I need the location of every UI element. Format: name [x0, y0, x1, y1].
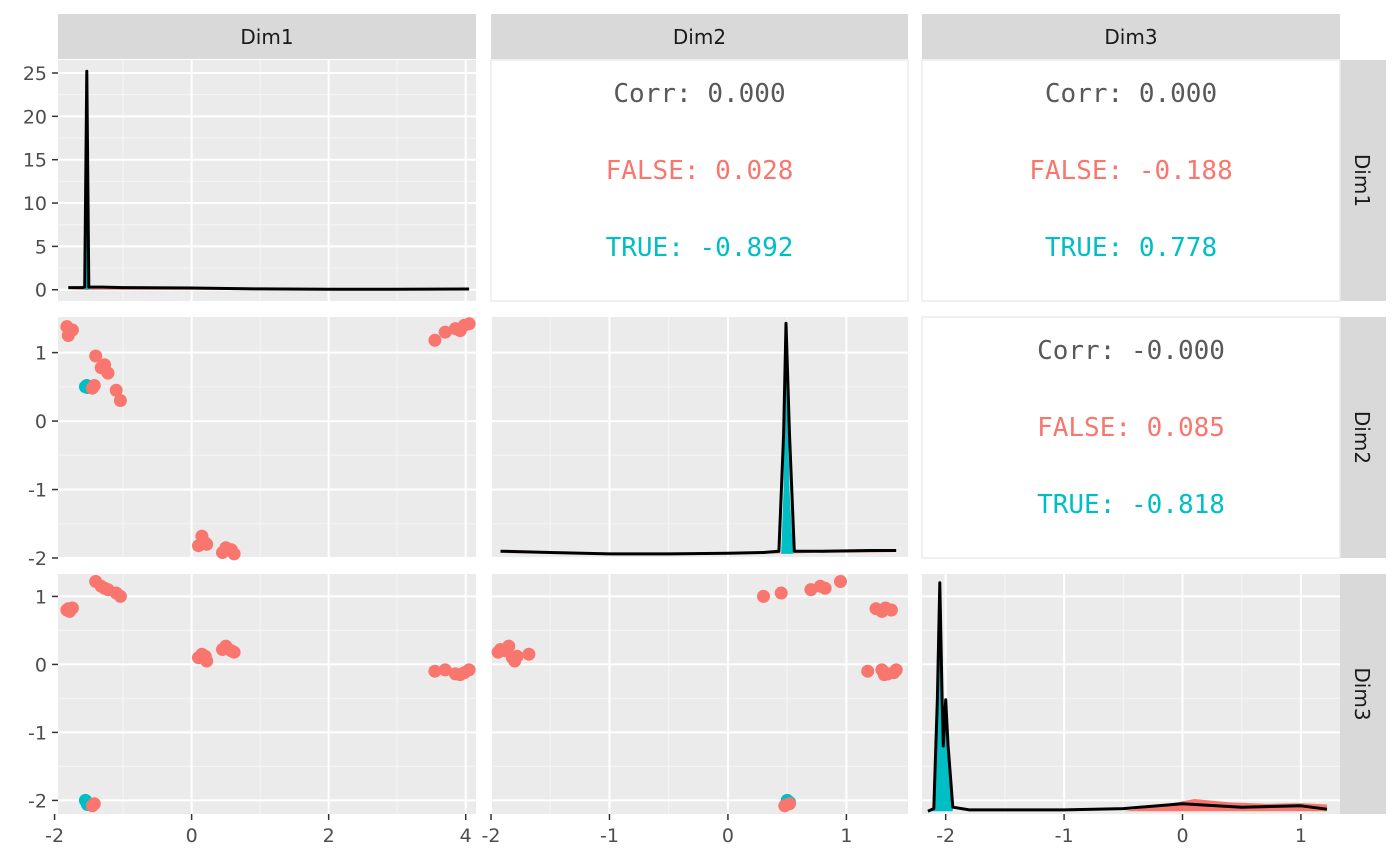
x-tick-label: -2	[482, 825, 501, 847]
scatter-point-false	[818, 581, 832, 595]
panel-Dim1-Dim1	[58, 60, 476, 301]
corr-text-true: TRUE: -0.818	[1037, 490, 1225, 520]
scatter-point-false	[89, 349, 103, 363]
y-tick-label: 25	[23, 63, 47, 85]
scatter-point-false	[227, 645, 241, 659]
y-tick-label: -2	[28, 790, 47, 812]
corr-text-true: TRUE: -0.892	[606, 233, 794, 263]
corr-text-true: TRUE: 0.778	[1045, 233, 1217, 263]
scatter-point-false	[65, 601, 79, 615]
panel-Dim1-Dim3	[921, 59, 1341, 302]
scatter-point-false	[200, 654, 214, 668]
scatter-point-false	[438, 663, 452, 677]
scatter-point-false	[428, 664, 442, 678]
strip-top-label: Dim1	[240, 25, 293, 49]
corr-text-overall: Corr: 0.000	[613, 79, 785, 109]
corr-text-overall: Corr: -0.000	[1037, 336, 1225, 366]
strip-top-Dim2	[491, 14, 908, 59]
y-tick-label: 1	[35, 343, 47, 365]
x-tick-label: -1	[1055, 825, 1074, 847]
density-line-Dim3	[927, 581, 1328, 813]
scatter-point-false	[109, 383, 123, 397]
scatter-point-false	[87, 379, 101, 392]
density-line-Dim1	[68, 69, 470, 291]
strip-top-label: Dim3	[1104, 25, 1157, 49]
scatter-point-false	[113, 394, 127, 407]
y-tick-label: 5	[35, 236, 47, 258]
scatter-point-false	[889, 663, 903, 677]
strip-top-Dim3	[922, 14, 1340, 59]
panel-Dim3-Dim3	[922, 574, 1340, 814]
strip-right-label: Dim2	[1350, 411, 1374, 464]
strip-right-label: Dim3	[1350, 667, 1374, 720]
x-tick-label: 0	[186, 825, 198, 847]
scatter-point-false	[438, 325, 452, 339]
strip-right-Dim2	[1340, 317, 1386, 558]
y-tick-label: 15	[23, 150, 47, 172]
density-line-Dim2	[500, 321, 897, 556]
scatter-point-false	[101, 366, 115, 380]
scatter-point-false	[508, 654, 522, 668]
scatter-point-false	[200, 537, 214, 551]
scatter-point-false	[428, 333, 442, 347]
y-tick-label: -2	[28, 548, 47, 570]
panel-Dim3-Dim1	[58, 574, 476, 814]
scatter-point-false	[462, 663, 476, 677]
scatter-point-false	[834, 575, 847, 588]
strip-right-Dim1	[1340, 60, 1386, 301]
panel-Dim3-Dim2	[491, 574, 908, 814]
scatter-point-false	[227, 547, 241, 561]
y-tick-label: 0	[35, 280, 47, 302]
scatter-point-false	[861, 664, 875, 678]
scatter-point-false	[462, 317, 476, 331]
scatter-point-false	[804, 583, 818, 597]
strip-top-Dim1	[58, 14, 476, 59]
x-tick-label: 1	[840, 825, 852, 847]
strip-right-label: Dim1	[1350, 154, 1374, 207]
y-tick-label: -1	[28, 480, 47, 502]
scatter-point-false	[65, 323, 79, 337]
scatter-point-false	[87, 797, 101, 811]
panel-Dim2-Dim1	[58, 317, 476, 558]
x-tick-label: 2	[323, 825, 335, 847]
x-tick-label: 0	[722, 825, 734, 847]
panel-Dim1-Dim2	[490, 59, 909, 302]
panel-Dim2-Dim2	[491, 317, 908, 558]
x-tick-label: 0	[1176, 825, 1188, 847]
corr-text-false: FALSE: 0.085	[1037, 413, 1225, 443]
strip-right-Dim3	[1340, 574, 1386, 814]
y-tick-label: -1	[28, 722, 47, 744]
x-tick-label: -1	[600, 825, 619, 847]
x-tick-label: 4	[460, 825, 472, 847]
scatter-point-false	[491, 645, 505, 659]
y-tick-label: 20	[23, 106, 47, 128]
scatter-point-false	[774, 586, 788, 600]
y-tick-label: 1	[35, 586, 47, 608]
panel-Dim2-Dim3	[921, 316, 1341, 559]
x-tick-label: 1	[1295, 825, 1307, 847]
y-tick-label: 0	[35, 654, 47, 676]
strip-top-label: Dim2	[673, 25, 726, 49]
corr-text-false: FALSE: 0.028	[606, 156, 794, 186]
corr-text-overall: Corr: 0.000	[1045, 79, 1217, 109]
scatter-point-false	[879, 601, 892, 615]
x-tick-label: -2	[936, 825, 955, 847]
y-tick-label: 0	[35, 411, 47, 433]
scatter-point-false	[757, 589, 770, 603]
scatter-point-false	[522, 647, 536, 661]
corr-text-false: FALSE: -0.188	[1029, 156, 1233, 186]
scatter-point-false	[113, 589, 127, 603]
scatter-point-false	[869, 602, 883, 616]
x-tick-label: -2	[45, 825, 64, 847]
density-true-Dim2	[781, 323, 794, 554]
scatter-point-false	[783, 797, 796, 811]
y-tick-label: 10	[23, 193, 47, 215]
